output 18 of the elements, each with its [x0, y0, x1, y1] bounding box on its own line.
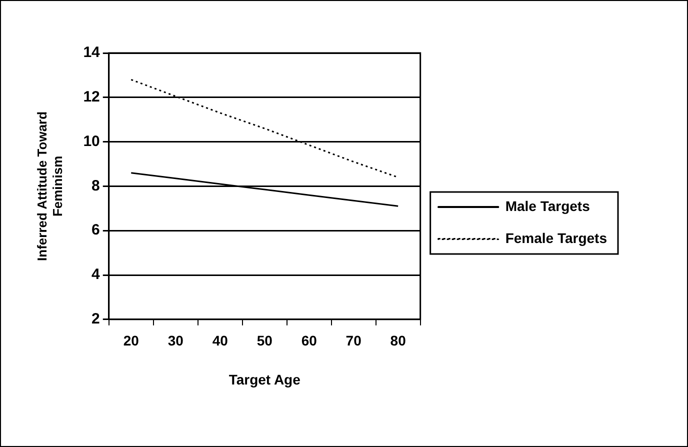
- x-axis-title: Target Age: [228, 371, 301, 388]
- legend-label: Male Targets: [505, 198, 590, 214]
- x-tick-label: 80: [390, 332, 406, 349]
- y-tick-label: 12: [83, 88, 100, 106]
- x-tick-label: 50: [256, 332, 273, 349]
- x-tick-label: 70: [346, 332, 362, 349]
- y-tick-label: 8: [92, 177, 100, 194]
- y-tick-label: 4: [92, 266, 101, 284]
- x-tick-label: 30: [168, 332, 184, 349]
- y-tick-label: 14: [83, 44, 101, 62]
- x-tick-label: 40: [212, 332, 228, 349]
- y-tick-label: 6: [92, 222, 100, 239]
- y-tick-label: 2: [92, 310, 100, 328]
- x-tick-label: 20: [123, 332, 140, 349]
- y-tick-label: 10: [83, 132, 100, 150]
- legend-label: Female Targets: [505, 230, 608, 246]
- y-axis-title: Inferred Attitude Toward Feminism: [34, 111, 65, 261]
- x-tick-label: 60: [301, 332, 318, 349]
